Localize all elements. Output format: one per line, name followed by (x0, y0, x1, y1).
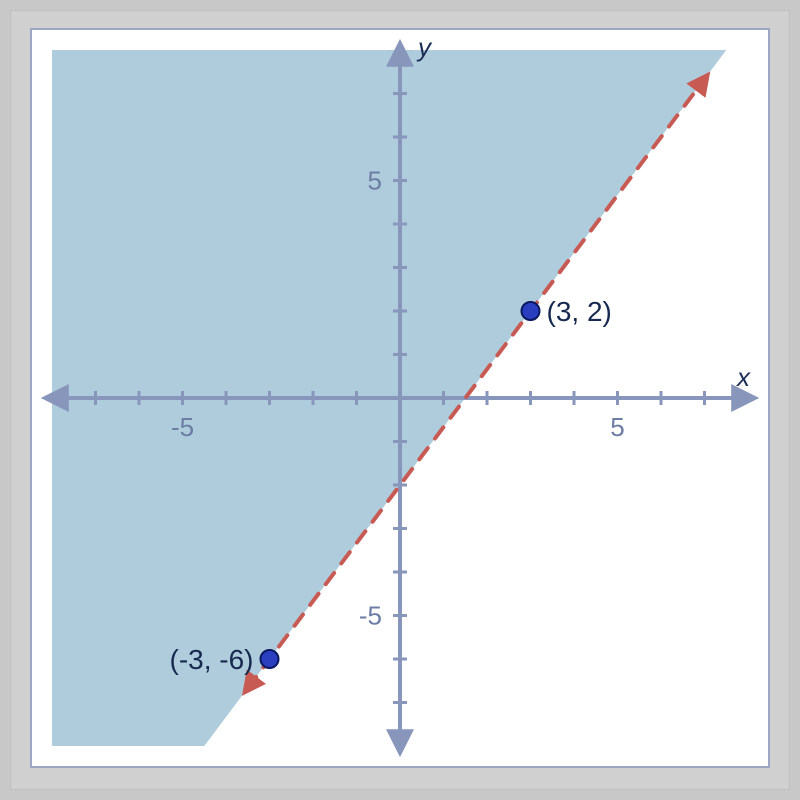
svg-text:5: 5 (610, 412, 624, 442)
svg-text:-5: -5 (359, 600, 382, 630)
svg-text:(-3, -6): (-3, -6) (170, 644, 254, 675)
chart-svg: 5 -5 5 -5 y x (3, 2) (-3, -6) (30, 28, 770, 768)
svg-text:-5: -5 (171, 412, 194, 442)
svg-text:5: 5 (368, 165, 382, 195)
image-viewport: 5 -5 5 -5 y x (3, 2) (-3, -6) (10, 10, 790, 790)
svg-text:x: x (735, 362, 751, 392)
inequality-chart: 5 -5 5 -5 y x (3, 2) (-3, -6) (30, 28, 770, 773)
svg-text:y: y (416, 32, 433, 62)
svg-text:(3, 2): (3, 2) (547, 296, 612, 327)
